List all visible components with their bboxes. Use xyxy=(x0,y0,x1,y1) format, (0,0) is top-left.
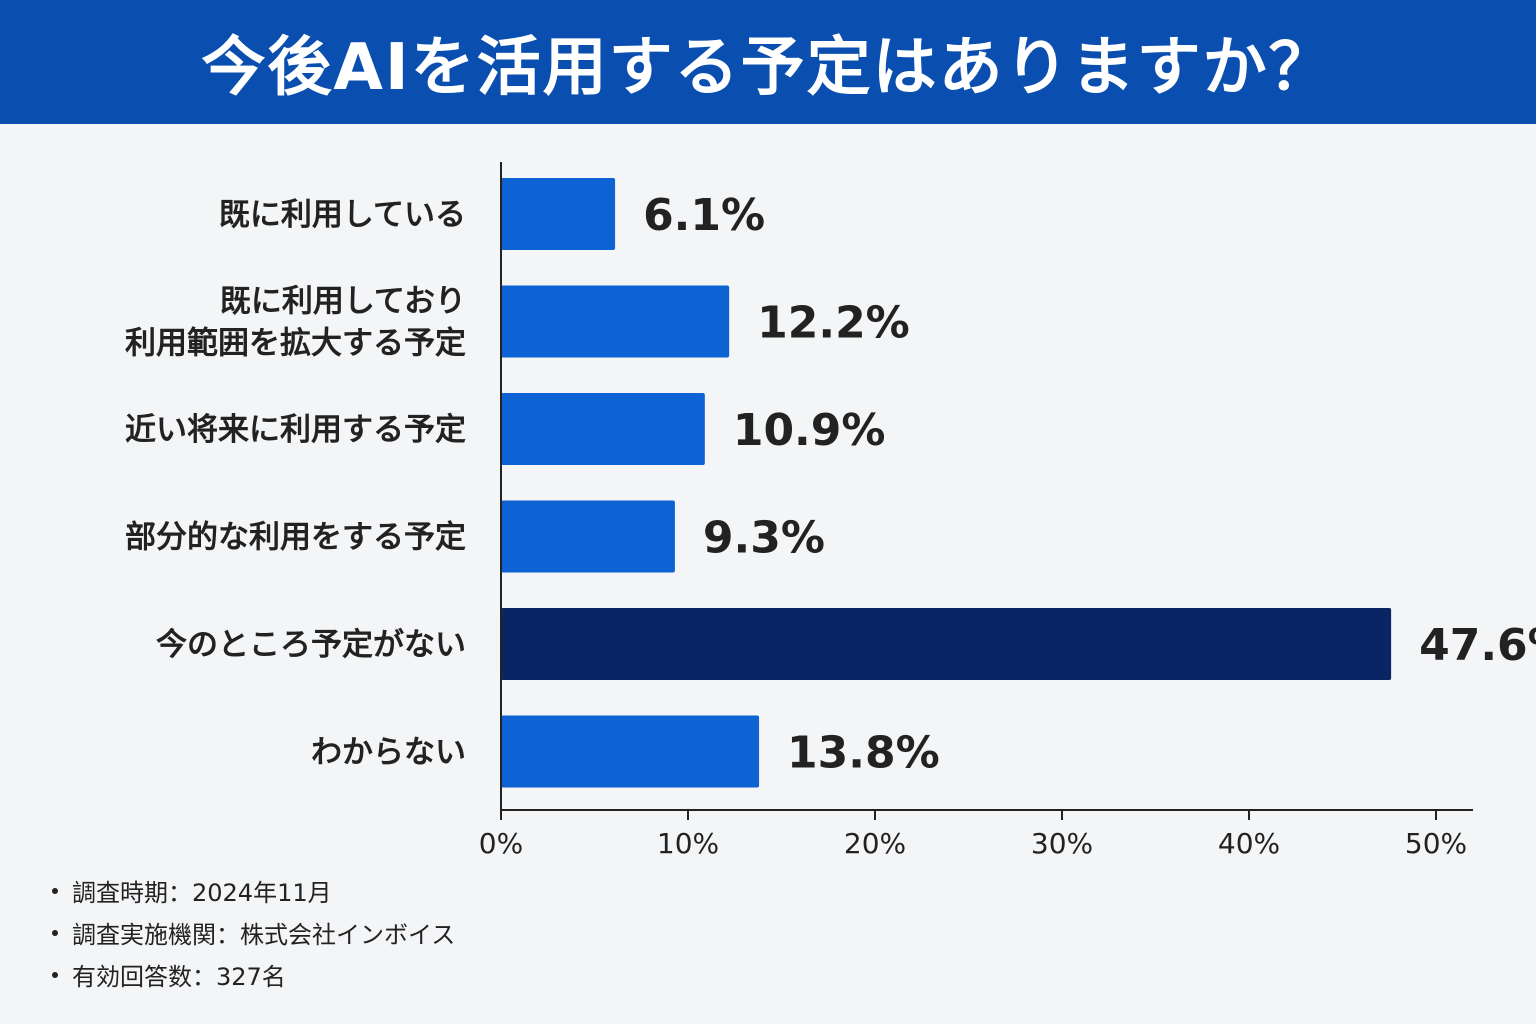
value-label: 13.8% xyxy=(787,728,940,779)
x-tick-label: 20% xyxy=(844,827,906,860)
bar xyxy=(501,715,760,788)
x-tick-label: 40% xyxy=(1218,827,1280,860)
x-tick-label: 50% xyxy=(1405,827,1467,860)
bar xyxy=(501,285,730,358)
note-valid-responses: 有効回答数：327名 xyxy=(72,963,286,991)
value-label: 12.2% xyxy=(757,298,910,349)
bar xyxy=(501,178,616,250)
category-label: 既に利用している xyxy=(219,197,466,233)
category-label: 今のところ予定がない xyxy=(156,627,466,663)
note-survey-period: 調査時期：2024年11月 xyxy=(72,879,332,907)
value-label: 9.3% xyxy=(703,513,825,564)
title-banner: 今後AIを活用する予定はありますか？ xyxy=(0,0,1536,124)
note-item: 有効回答数：327名 xyxy=(52,956,455,998)
survey-notes: 調査時期：2024年11月 調査実施機関：株式会社インボイス 有効回答数：327… xyxy=(52,872,455,998)
bar xyxy=(501,608,1392,680)
note-item: 調査時期：2024年11月 xyxy=(52,872,455,914)
bar xyxy=(501,500,675,573)
x-tick-label: 0% xyxy=(479,827,523,860)
value-label: 10.9% xyxy=(733,405,886,456)
bullet-icon xyxy=(52,972,58,978)
category-label: 近い将来に利用する予定 xyxy=(125,412,466,448)
note-item: 調査実施機関：株式会社インボイス xyxy=(52,914,455,956)
category-label: 利用範囲を拡大する予定 xyxy=(125,326,466,362)
bullet-icon xyxy=(52,930,58,936)
category-label: 既に利用しており xyxy=(220,284,466,320)
category-label: 部分的な利用をする予定 xyxy=(125,520,466,556)
bullet-icon xyxy=(52,888,58,894)
value-label: 6.1% xyxy=(643,190,765,241)
bar xyxy=(501,393,705,465)
value-label: 47.6% xyxy=(1419,620,1536,671)
x-tick-label: 10% xyxy=(657,827,719,860)
category-label: わからない xyxy=(311,735,466,771)
note-survey-organization: 調査実施機関：株式会社インボイス xyxy=(72,921,456,949)
x-tick-label: 30% xyxy=(1031,827,1093,860)
chart-title: 今後AIを活用する予定はありますか？ xyxy=(201,31,1335,105)
